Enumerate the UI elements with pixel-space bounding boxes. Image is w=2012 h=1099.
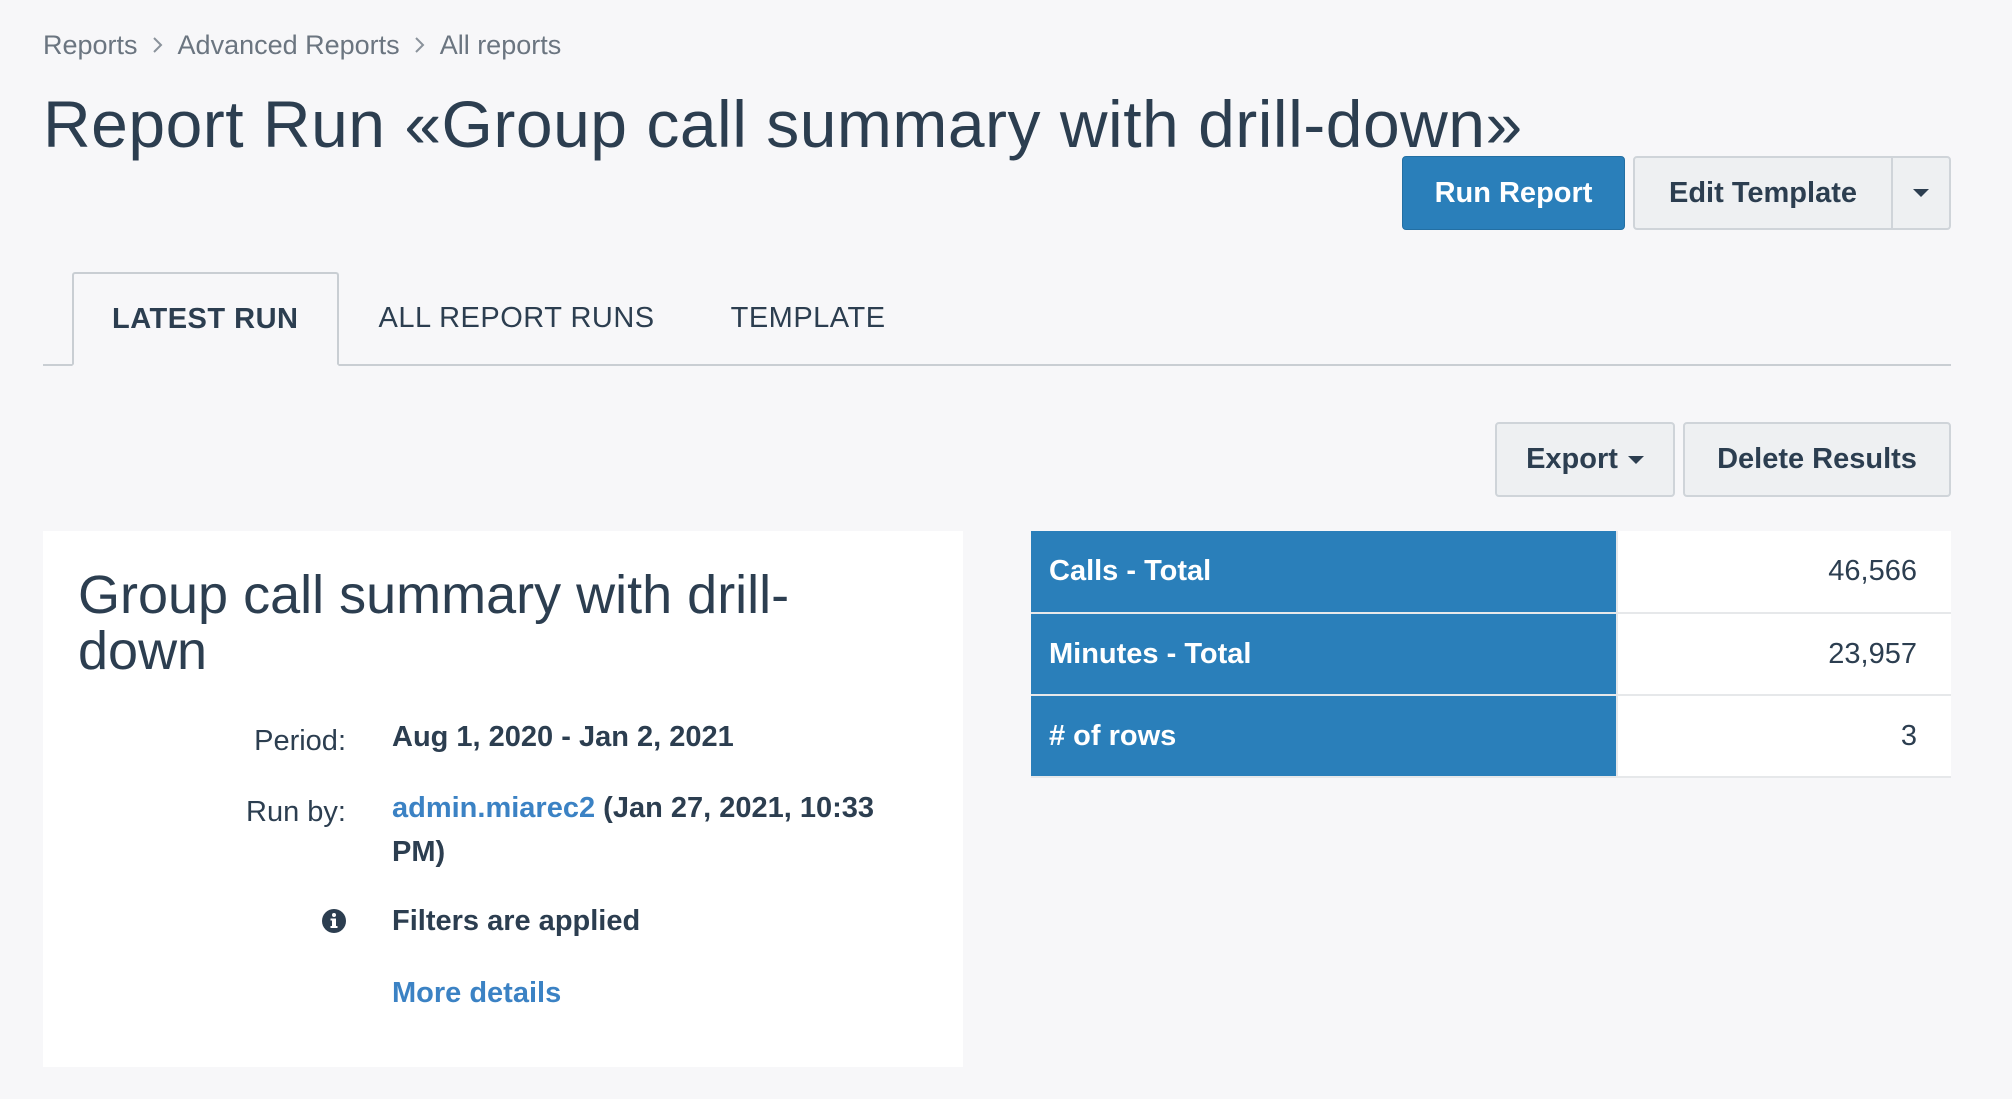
- stat-value: 46,566: [1616, 531, 1951, 614]
- edit-template-button-group: Edit Template: [1633, 156, 1951, 230]
- stat-value: 23,957: [1616, 613, 1951, 696]
- edit-template-dropdown-toggle[interactable]: [1893, 158, 1949, 228]
- tab-latest-run[interactable]: LATEST RUN: [72, 272, 339, 366]
- edit-template-button[interactable]: Edit Template: [1635, 158, 1893, 228]
- stat-label: # of rows: [1031, 695, 1617, 778]
- run-by-label: Run by:: [246, 796, 346, 828]
- run-by-user-link[interactable]: admin.miarec2: [392, 792, 596, 824]
- info-icon: [321, 908, 347, 934]
- chevron-right-icon: [152, 36, 164, 54]
- breadcrumb-all-reports[interactable]: All reports: [439, 29, 562, 60]
- run-by-time: (Jan 27, 2021, 10:33 PM): [392, 792, 875, 868]
- tab-template[interactable]: TEMPLATE: [730, 301, 886, 334]
- report-tabs: LATEST RUN ALL REPORT RUNS TEMPLATE: [43, 270, 1951, 366]
- report-totals-table: Calls - Total 46,566 Minutes - Total 23,…: [1031, 531, 1951, 778]
- report-name: Group call summary with drill-down: [78, 565, 790, 681]
- stat-label: Minutes - Total: [1031, 613, 1617, 696]
- chevron-right-icon: [414, 36, 426, 54]
- table-row: Minutes - Total 23,957: [1031, 613, 1951, 696]
- delete-results-button[interactable]: Delete Results: [1683, 422, 1951, 497]
- filters-applied-text: Filters are applied: [392, 905, 641, 937]
- caret-down-icon: [1627, 455, 1644, 464]
- tab-all-report-runs[interactable]: ALL REPORT RUNS: [378, 301, 655, 334]
- page-title: Report Run «Group call summary with dril…: [43, 87, 1523, 161]
- report-summary-card: Group call summary with drill-down Perio…: [43, 531, 963, 1067]
- stat-value: 3: [1616, 695, 1951, 778]
- breadcrumb-advanced-reports[interactable]: Advanced Reports: [177, 29, 400, 60]
- more-details-wrapper: More details: [392, 971, 912, 1015]
- breadcrumb: Reports Advanced Reports All reports: [43, 26, 561, 64]
- stat-label: Calls - Total: [1031, 531, 1617, 614]
- run-by-value: admin.miarec2 (Jan 27, 2021, 10:33 PM): [392, 786, 912, 874]
- export-button[interactable]: Export: [1495, 422, 1675, 497]
- caret-down-icon: [1913, 189, 1929, 197]
- table-row: Calls - Total 46,566: [1031, 531, 1951, 614]
- run-report-button[interactable]: Run Report: [1402, 156, 1625, 230]
- period-label: Period:: [254, 725, 346, 757]
- breadcrumb-reports[interactable]: Reports: [43, 29, 138, 60]
- export-label: Export: [1526, 443, 1618, 475]
- period-value: Aug 1, 2020 - Jan 2, 2021: [392, 721, 734, 753]
- table-row: # of rows 3: [1031, 695, 1951, 778]
- more-details-link[interactable]: More details: [392, 977, 562, 1009]
